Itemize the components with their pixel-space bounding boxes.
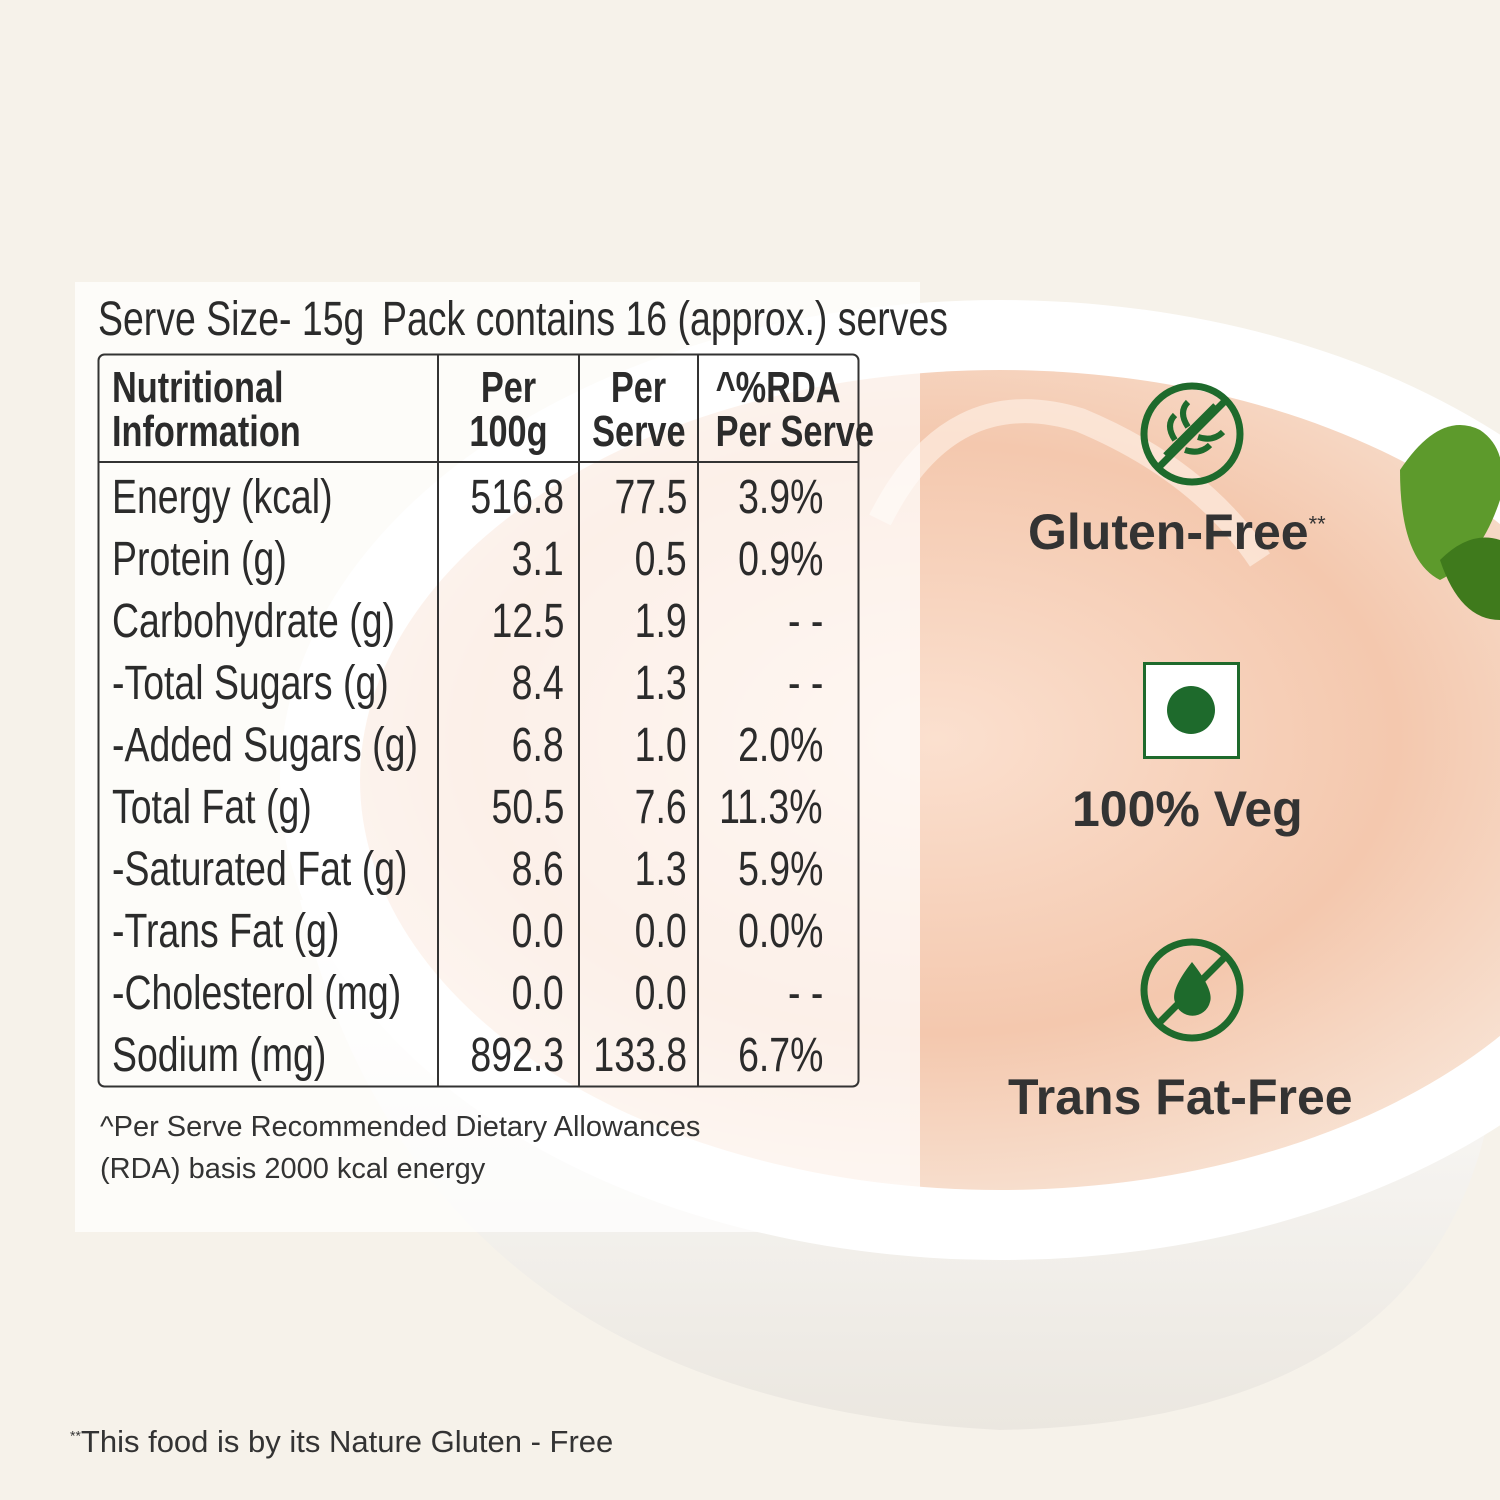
- badge-label: Trans Fat-Free: [1008, 1069, 1353, 1125]
- row-value: 6.7%: [737, 1029, 823, 1082]
- gluten-free-icon: [1140, 382, 1244, 486]
- header-cell: Per: [610, 363, 667, 412]
- footnote: ^Per Serve Recommended Dietary Allowance…: [100, 1111, 701, 1143]
- row-label: -Cholesterol (mg): [112, 967, 402, 1020]
- row-value: 0.0: [511, 967, 564, 1020]
- row-value: 1.3: [634, 657, 687, 710]
- header-cell: Per Serve: [715, 407, 874, 456]
- row-label: -Saturated Fat (g): [112, 843, 408, 896]
- row-value: 50.5: [491, 781, 564, 834]
- badge-label: 100% Veg: [1072, 781, 1303, 837]
- badge-text: Gluten-Free: [1028, 504, 1309, 560]
- pack-contains: Pack contains 16 (approx.) serves: [382, 293, 949, 346]
- row-label: Total Fat (g): [112, 781, 312, 834]
- badge-label: Gluten-Free**: [1028, 503, 1326, 561]
- row-value: 8.4: [511, 657, 564, 710]
- row-value: 7.6: [634, 781, 687, 834]
- row-value: 3.1: [511, 533, 564, 586]
- row-value: 1.3: [634, 843, 687, 896]
- badge-mark: **: [1308, 511, 1326, 537]
- row-value: 77.5: [614, 471, 687, 524]
- veg-icon: [1143, 662, 1240, 759]
- header-cell: ^%RDA: [715, 363, 841, 412]
- bottom-note: **This food is by its Nature Gluten - Fr…: [70, 1424, 613, 1460]
- row-value: 5.9%: [737, 843, 823, 896]
- row-value: 1.9: [634, 595, 687, 648]
- row-label: -Added Sugars (g): [112, 719, 418, 772]
- header-cell: Serve: [592, 407, 686, 456]
- row-value: 0.0: [634, 905, 687, 958]
- serve-size: Serve Size- 15g: [98, 293, 365, 346]
- row-value: 133.8: [593, 1029, 687, 1082]
- note-text: This food is by its Nature Gluten - Free: [80, 1424, 614, 1459]
- row-label: Carbohydrate (g): [112, 595, 396, 648]
- row-label: Sodium (mg): [112, 1029, 327, 1082]
- row-label: -Total Sugars (g): [112, 657, 389, 710]
- trans-fat-free-icon: [1140, 938, 1244, 1042]
- row-value: 12.5: [491, 595, 564, 648]
- header-cell: Information: [112, 407, 301, 456]
- row-value: 516.8: [470, 471, 564, 524]
- row-value: 892.3: [470, 1029, 564, 1082]
- row-value: - -: [787, 967, 823, 1020]
- row-value: - -: [787, 657, 823, 710]
- row-value: 6.8: [511, 719, 564, 772]
- row-value: 0.0: [511, 905, 564, 958]
- footnote: (RDA) basis 2000 kcal energy: [100, 1153, 486, 1185]
- row-value: 0.0%: [737, 905, 823, 958]
- row-value: 11.3%: [719, 781, 823, 834]
- row-value: 0.5: [634, 533, 687, 586]
- row-label: Energy (kcal): [112, 471, 333, 524]
- header-cell: Per: [480, 363, 537, 412]
- row-value: 0.9%: [737, 533, 823, 586]
- row-value: 8.6: [511, 843, 564, 896]
- info-panel: [75, 282, 920, 1232]
- row-label: Protein (g): [112, 533, 287, 586]
- header-cell: Nutritional: [112, 363, 284, 412]
- row-value: 2.0%: [737, 719, 823, 772]
- row-value: - -: [787, 595, 823, 648]
- row-value: 3.9%: [737, 471, 823, 524]
- row-value: 1.0: [634, 719, 687, 772]
- row-label: -Trans Fat (g): [112, 905, 340, 958]
- header-cell: 100g: [469, 407, 548, 456]
- row-value: 0.0: [634, 967, 687, 1020]
- note-mark: **: [70, 1427, 81, 1444]
